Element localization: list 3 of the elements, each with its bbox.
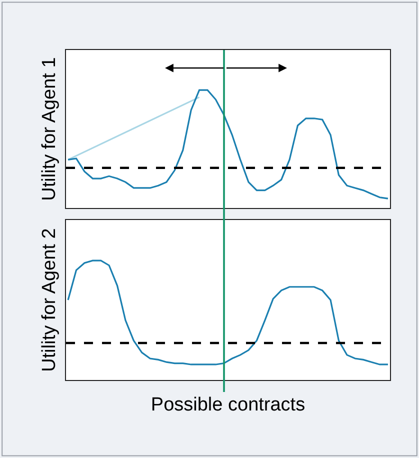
x-axis-title: Possible contracts: [150, 394, 306, 416]
y-axis-title: Utility for Agent 2: [38, 228, 60, 372]
y-axis-title: Utility for Agent 1: [38, 57, 60, 201]
